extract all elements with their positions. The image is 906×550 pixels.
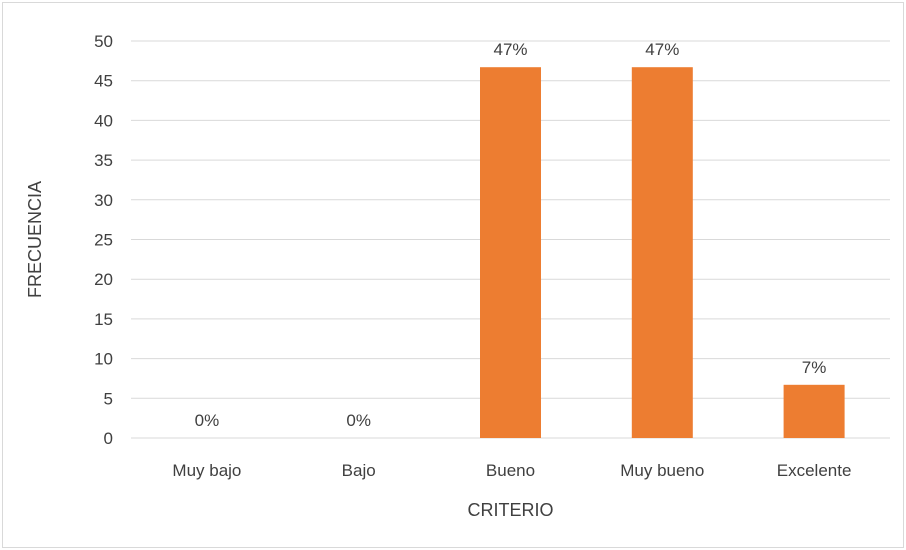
data-label: 47% [493, 40, 527, 59]
x-category-label: Muy bueno [620, 461, 704, 480]
data-label: 7% [802, 358, 827, 377]
y-tick-label: 50 [94, 32, 113, 51]
y-tick-label: 30 [94, 191, 113, 210]
bar-chart: 0 5 10 15 20 25 30 35 40 45 50 0% 0% 47% 47% 7% Muy ba… [25, 32, 890, 520]
data-label: 47% [645, 40, 679, 59]
y-axis-title: FRECUENCIA [25, 181, 45, 298]
y-tick-label: 15 [94, 310, 113, 329]
data-label: 0% [346, 411, 371, 430]
bar-excelente [783, 384, 845, 438]
y-tick-label: 5 [104, 389, 113, 408]
x-category-label: Excelente [777, 461, 852, 480]
y-axis-ticks: 0 5 10 15 20 25 30 35 40 45 50 [94, 32, 113, 448]
y-tick-label: 10 [94, 350, 113, 369]
x-axis-categories: Muy bajo Bajo Bueno Muy bueno Excelente [172, 461, 851, 480]
y-tick-label: 20 [94, 270, 113, 289]
bar-muy-bueno [631, 67, 693, 439]
x-axis-title: CRITERIO [467, 500, 553, 520]
x-category-label: Bueno [486, 461, 535, 480]
x-category-label: Bajo [342, 461, 376, 480]
x-category-label: Muy bajo [172, 461, 241, 480]
y-tick-label: 0 [104, 429, 113, 448]
y-tick-label: 35 [94, 151, 113, 170]
data-labels: 0% 0% 47% 47% 7% [195, 40, 827, 430]
data-label: 0% [195, 411, 220, 430]
bar-bueno [480, 67, 541, 439]
y-tick-label: 25 [94, 231, 113, 250]
y-tick-label: 40 [94, 111, 113, 130]
bars [480, 67, 845, 439]
y-tick-label: 45 [94, 72, 113, 91]
